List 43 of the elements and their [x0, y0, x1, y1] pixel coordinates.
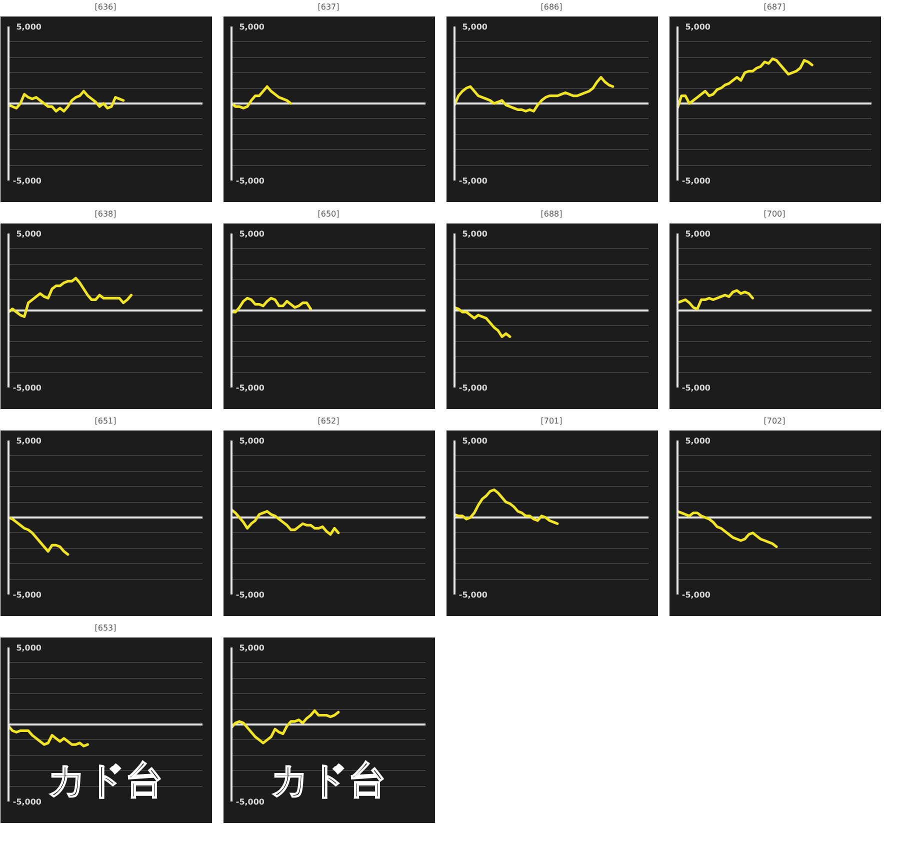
annotation: カド台: [48, 758, 164, 802]
y-tick-label: -5,000: [682, 176, 711, 186]
y-tick-label: 5,000: [462, 436, 488, 446]
y-tick-label: 5,000: [462, 22, 488, 32]
y-tick-label: 5,000: [16, 644, 42, 652]
chart-title: [651]: [94, 416, 116, 426]
chart-title: [650]: [318, 210, 340, 218]
y-tick-label: 5,000: [239, 22, 265, 32]
chart-title: [653]: [94, 624, 116, 632]
y-tick-label: -5,000: [458, 384, 488, 392]
y-tick-label: -5,000: [458, 176, 488, 186]
annotation: カド台: [270, 758, 386, 802]
chart-title: [687]: [764, 2, 786, 12]
y-tick-label: 5,000: [16, 230, 42, 238]
y-tick-label: 5,000: [685, 22, 711, 32]
y-tick-label: -5,000: [236, 798, 265, 806]
y-tick-label: 5,000: [685, 436, 711, 446]
y-tick-label: -5,000: [12, 384, 42, 392]
chart-title: [686]: [540, 2, 562, 12]
y-tick-label: 5,000: [685, 230, 711, 238]
y-tick-label: 5,000: [239, 436, 265, 446]
y-tick-label: -5,000: [236, 590, 265, 600]
chart-title: [636]: [94, 2, 116, 12]
chart-title: [652]: [318, 416, 340, 426]
chart-title: [701]: [540, 416, 562, 426]
y-tick-label: 5,000: [16, 22, 42, 32]
y-tick-label: 5,000: [239, 230, 265, 238]
y-tick-label: -5,000: [12, 590, 42, 600]
y-tick-label: 5,000: [239, 644, 265, 652]
y-tick-label: 5,000: [16, 436, 42, 446]
y-tick-label: -5,000: [236, 384, 265, 392]
chart-title: [638]: [94, 210, 116, 218]
y-tick-label: -5,000: [236, 176, 265, 186]
y-tick-label: -5,000: [12, 798, 42, 806]
chart-title: [702]: [764, 416, 786, 426]
y-tick-label: -5,000: [682, 590, 711, 600]
y-tick-label: -5,000: [458, 590, 488, 600]
chart-title: [688]: [540, 210, 562, 218]
chart-title: [700]: [764, 210, 786, 218]
y-tick-label: -5,000: [12, 176, 42, 186]
y-tick-label: 5,000: [462, 230, 488, 238]
y-tick-label: -5,000: [682, 384, 711, 392]
chart-title: [637]: [318, 2, 340, 12]
